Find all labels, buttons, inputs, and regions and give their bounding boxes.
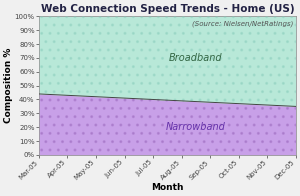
Text: (Source: Nielsen/NetRatings): (Source: Nielsen/NetRatings) xyxy=(192,21,293,27)
X-axis label: Month: Month xyxy=(151,183,184,192)
Text: Narrowband: Narrowband xyxy=(166,122,226,132)
Text: Broadband: Broadband xyxy=(169,53,223,63)
Y-axis label: Composition %: Composition % xyxy=(4,48,13,123)
Title: Web Connection Speed Trends - Home (US): Web Connection Speed Trends - Home (US) xyxy=(40,4,294,14)
